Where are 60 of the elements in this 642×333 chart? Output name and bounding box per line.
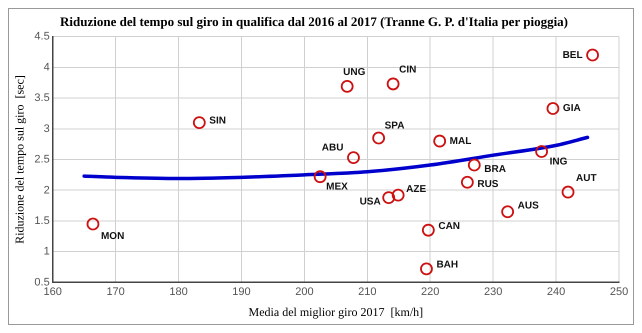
y-tick-label: 3.5 bbox=[34, 92, 50, 104]
annotation: AUS bbox=[518, 200, 540, 212]
y-tick-label: 4 bbox=[44, 61, 50, 74]
x-tick-label: 170 bbox=[106, 286, 125, 298]
annotation: SIN bbox=[209, 115, 226, 126]
x-tick-label: 250 bbox=[610, 286, 628, 298]
annotation: MON bbox=[100, 230, 124, 242]
point bbox=[433, 134, 446, 148]
annotation: MEX bbox=[326, 181, 348, 192]
point bbox=[347, 151, 360, 164]
point bbox=[501, 205, 514, 218]
point bbox=[546, 102, 560, 115]
x-tick-label: 160 bbox=[44, 286, 62, 298]
annotation: USA bbox=[360, 196, 381, 208]
point bbox=[386, 78, 400, 90]
y-tick-label: 0.5 bbox=[34, 276, 50, 288]
y-tick-label: 1.5 bbox=[34, 214, 50, 227]
x-tick-label: 190 bbox=[232, 286, 251, 298]
point bbox=[314, 170, 327, 184]
point bbox=[420, 262, 433, 276]
annotation: BEL bbox=[562, 50, 583, 61]
annotation: ABU bbox=[322, 142, 344, 154]
annotation: SPA bbox=[384, 120, 404, 132]
point bbox=[340, 80, 354, 93]
x-tick-label: 230 bbox=[484, 286, 502, 298]
point bbox=[86, 218, 100, 230]
annotation: AZE bbox=[406, 184, 426, 195]
x-tick-label: 220 bbox=[421, 286, 440, 298]
point bbox=[535, 145, 548, 158]
x-tick-label: 180 bbox=[169, 286, 188, 298]
point bbox=[392, 188, 405, 202]
annotation: UNG bbox=[343, 67, 366, 78]
annotation: GIA bbox=[562, 103, 581, 114]
annotation: RUS bbox=[477, 178, 499, 190]
point bbox=[562, 186, 574, 198]
x-axis-title: Media del miglior giro 2017 [km/h] bbox=[248, 304, 424, 319]
annotation: CAN bbox=[438, 220, 460, 232]
y-tick-label: 2 bbox=[44, 184, 50, 196]
point bbox=[468, 158, 481, 172]
y-tick-label: 3 bbox=[44, 122, 50, 135]
annotation: MAL bbox=[450, 136, 472, 147]
point bbox=[382, 191, 396, 204]
annotation: BRA bbox=[484, 164, 506, 175]
y-tick-label: 4.5 bbox=[34, 30, 50, 43]
point bbox=[586, 48, 599, 62]
point bbox=[192, 116, 206, 130]
point bbox=[422, 224, 435, 237]
point bbox=[372, 132, 386, 144]
x-tick-label: 200 bbox=[295, 286, 314, 298]
point bbox=[460, 176, 474, 189]
annotation: ING bbox=[550, 156, 568, 168]
x-tick-label: 210 bbox=[358, 286, 376, 298]
y-axis-title: Riduzione del tempo sul giro [sec] bbox=[12, 75, 26, 244]
annotation: CIN bbox=[399, 64, 416, 76]
annotation: AUT bbox=[576, 172, 597, 184]
chart-title: Riduzione del tempo sul giro in qualifica dal 2016 al 2017 (Tranne G. P. d'Italia per pioggia) bbox=[60, 14, 568, 30]
y-tick-label: 1 bbox=[44, 246, 50, 258]
x-tick-label: 240 bbox=[546, 286, 566, 298]
y-tick-label: 2.5 bbox=[34, 154, 50, 166]
annotation: BAH bbox=[436, 260, 458, 271]
